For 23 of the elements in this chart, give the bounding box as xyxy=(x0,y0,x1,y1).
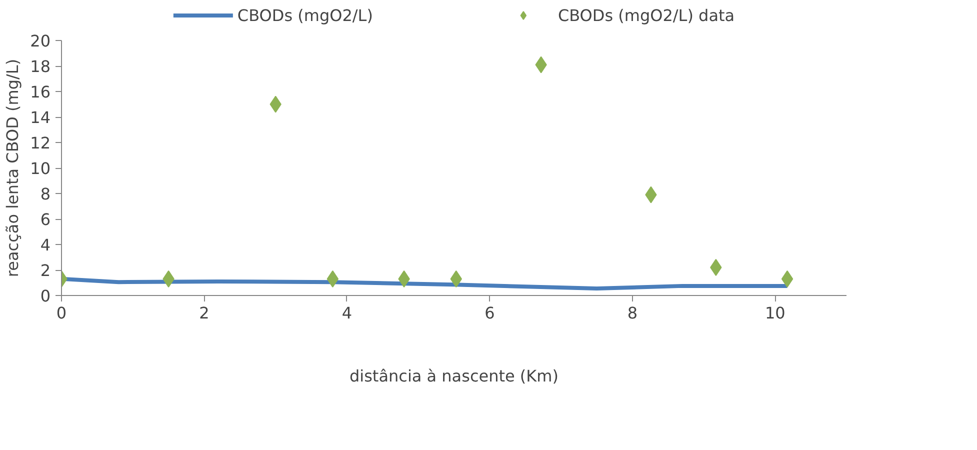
y-axis-title: reacção lenta CBOD (mg/L) xyxy=(3,58,22,278)
x-tick-label: 4 xyxy=(342,304,352,322)
legend-label: CBODs (mgO2/L) xyxy=(237,6,373,24)
x-tick-label: 2 xyxy=(199,304,210,322)
y-tick-label: 12 xyxy=(30,134,50,152)
y-tick-label: 0 xyxy=(40,286,51,306)
y-tick-label: 20 xyxy=(30,32,50,50)
point xyxy=(781,270,794,288)
y-tick-label: 14 xyxy=(30,108,50,127)
x-tick-label: 0 xyxy=(56,304,67,322)
y-tick-label: 10 xyxy=(30,159,50,178)
y-tick-label: 18 xyxy=(30,57,50,76)
y-tick-label: 16 xyxy=(30,82,50,102)
x-tick-label: 8 xyxy=(627,304,638,322)
x-axis-title: distância à nascente (Km) xyxy=(349,366,559,386)
y-tick-label: 6 xyxy=(40,210,51,229)
x-tick-label: 6 xyxy=(484,304,495,322)
y-tick-label: 4 xyxy=(40,236,51,254)
legend-label: CBODs (mgO2/L) data xyxy=(558,6,735,24)
y-tick-label: 2 xyxy=(40,261,51,280)
point xyxy=(326,270,339,288)
y-tick-label: 8 xyxy=(40,184,51,204)
x-tick-label: 10 xyxy=(764,304,786,322)
